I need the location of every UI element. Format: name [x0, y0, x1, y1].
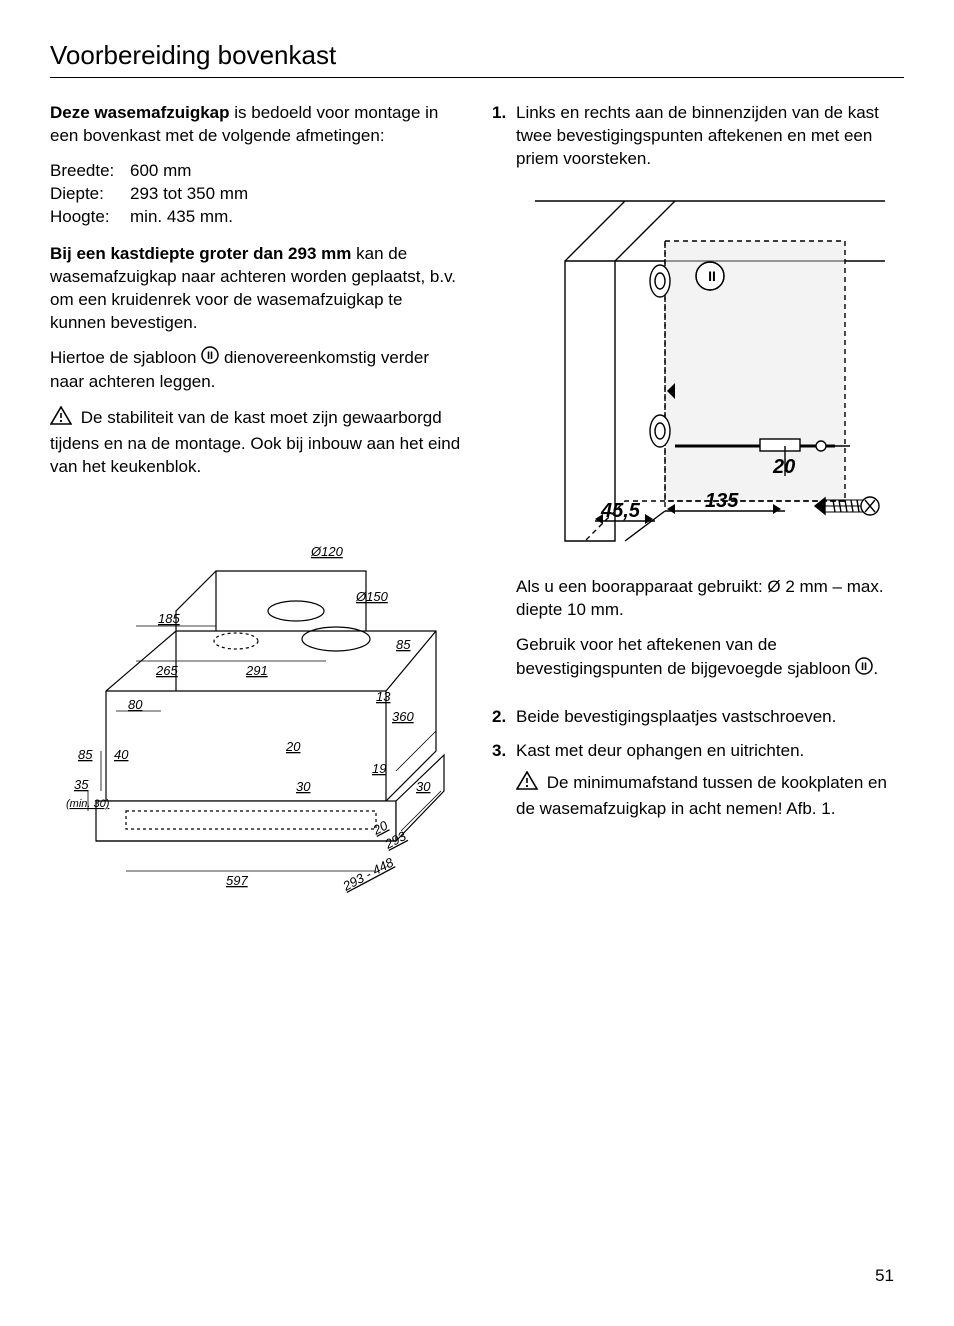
page-title: Voorbereiding bovenkast	[50, 40, 904, 78]
dim-value: 293 tot 350 mm	[130, 183, 248, 206]
warning-icon	[516, 771, 538, 798]
dim-d120: Ø120	[310, 544, 344, 559]
dim-293-448: 293 - 448	[339, 854, 396, 894]
dim-20: 20	[772, 456, 795, 478]
template-icon: II	[855, 657, 873, 682]
depth-paragraph: Bij een kastdiepte groter dan 293 mm kan…	[50, 243, 462, 335]
template-paragraph: Hiertoe de sjabloon II dienovereenkomsti…	[50, 346, 462, 394]
step-number: 3.	[492, 740, 516, 833]
template-note-b: .	[873, 659, 878, 678]
svg-text:II: II	[207, 350, 213, 362]
dim-row-breedte: Breedte: 600 mm	[50, 160, 462, 183]
intro-bold: Deze wasemafzuigkap	[50, 103, 230, 122]
warning-paragraph: De stabiliteit van de kast moet zijn gew…	[50, 406, 462, 479]
dim-13: 13	[376, 689, 391, 704]
step-2: 2. Beide bevestigingsplaatjes vastschroe…	[492, 706, 904, 729]
dim-label: Breedte:	[50, 160, 130, 183]
svg-text:II: II	[861, 661, 867, 673]
dim-360: 360	[392, 709, 414, 724]
step-number: 2.	[492, 706, 516, 729]
step-1-text: Links en rechts aan de binnenzijden van …	[516, 103, 879, 168]
dim-185: 185	[158, 611, 180, 626]
dimensions-table: Breedte: 600 mm Diepte: 293 tot 350 mm H…	[50, 160, 462, 229]
warning-text: De stabiliteit van de kast moet zijn gew…	[50, 408, 460, 476]
dim-row-diepte: Diepte: 293 tot 350 mm	[50, 183, 462, 206]
dim-label: Diepte:	[50, 183, 130, 206]
step-3: 3. Kast met deur ophangen en uitrichten.…	[492, 740, 904, 833]
content-columns: Deze wasemafzuigkap is bedoeld voor mont…	[50, 102, 904, 936]
dim-value: min. 435 mm.	[130, 206, 233, 229]
depth-bold: Bij een kastdiepte groter dan 293 mm	[50, 244, 351, 263]
template-ii-label: II	[708, 268, 716, 284]
warning-2-text: De minimumafstand tussen de kookplaten e…	[516, 773, 887, 818]
dim-20: 20	[285, 739, 301, 754]
template-icon: II	[201, 346, 219, 371]
step-1: 1. Links en rechts aan de binnenzijden v…	[492, 102, 904, 694]
dim-80: 80	[128, 697, 143, 712]
dim-85a: 85	[396, 637, 411, 652]
dim-35: 35	[74, 777, 89, 792]
dim-value: 600 mm	[130, 160, 191, 183]
template-note: Gebruik voor het aftekenen van de bevest…	[516, 634, 904, 682]
dim-label: Hoogte:	[50, 206, 130, 229]
template-note-a: Gebruik voor het aftekenen van de bevest…	[516, 635, 855, 678]
figure-dimensions: Ø120 Ø150 185 85 265 291 80 20 13 360 85…	[50, 491, 462, 918]
warning-icon	[50, 406, 72, 433]
dim-597: 597	[226, 873, 248, 888]
dim-19: 19	[372, 761, 386, 776]
intro-paragraph: Deze wasemafzuigkap is bedoeld voor mont…	[50, 102, 462, 148]
dim-265: 265	[155, 663, 178, 678]
dim-min30: (min. 30)	[66, 798, 110, 810]
warning-2: De minimumafstand tussen de kookplaten e…	[516, 771, 904, 821]
dim-291: 291	[245, 663, 268, 678]
drill-note: Als u een boorapparaat gebruikt: Ø 2 mm …	[516, 576, 904, 622]
step-3-text: Kast met deur ophangen en uitrichten.	[516, 741, 804, 760]
dim-d150: Ø150	[355, 589, 389, 604]
left-column: Deze wasemafzuigkap is bedoeld voor mont…	[50, 102, 462, 936]
page-number: 51	[875, 1266, 894, 1286]
template-text-a: Hiertoe de sjabloon	[50, 348, 201, 367]
step-number: 1.	[492, 102, 516, 694]
figure-mounting: II 45,5 135 20	[516, 181, 904, 558]
steps-list: 1. Links en rechts aan de binnenzijden v…	[492, 102, 904, 833]
dim-85b: 85	[78, 747, 93, 762]
right-column: 1. Links en rechts aan de binnenzijden v…	[492, 102, 904, 936]
dim-135: 135	[705, 490, 739, 512]
dim-30a: 30	[296, 779, 311, 794]
dim-row-hoogte: Hoogte: min. 435 mm.	[50, 206, 462, 229]
dim-40: 40	[114, 747, 129, 762]
dim-455: 45,5	[600, 500, 641, 522]
step-2-text: Beide bevestigingsplaatjes vastschroeven…	[516, 707, 836, 726]
dim-30b: 30	[416, 779, 431, 794]
